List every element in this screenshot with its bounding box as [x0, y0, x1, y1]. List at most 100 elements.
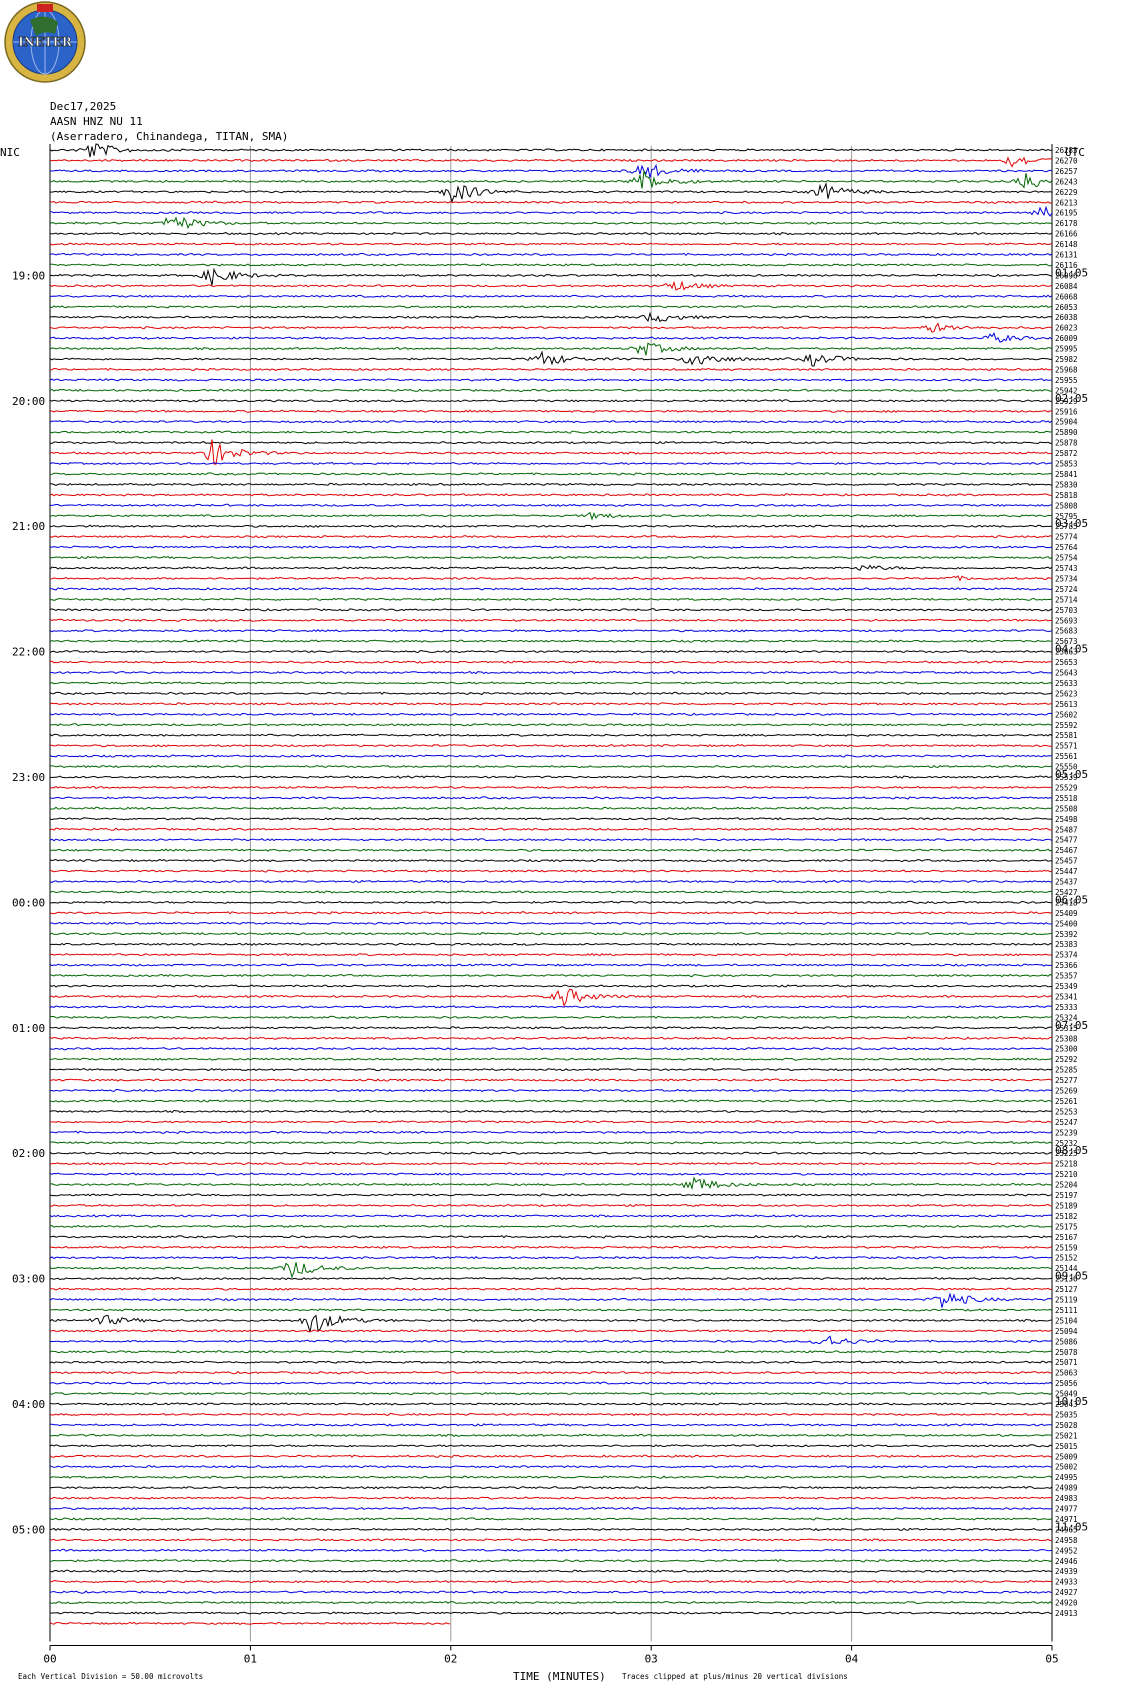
trace-line — [49, 973, 1053, 978]
trace-count-label: 25447 — [1055, 867, 1078, 876]
trace-count-label: 25968 — [1055, 365, 1078, 374]
trace-count-label: 26178 — [1055, 219, 1078, 228]
trace-line — [49, 242, 1053, 246]
trace-line — [49, 1109, 1053, 1114]
trace-count-label: 25383 — [1055, 940, 1078, 949]
trace-line — [49, 216, 1053, 230]
trace-line — [49, 1454, 1053, 1458]
trace-count-label: 25754 — [1055, 554, 1078, 563]
trace-line — [49, 430, 1053, 434]
trace-count-label: 25277 — [1055, 1076, 1078, 1085]
trace-count-label: 26243 — [1055, 177, 1078, 186]
trace-line — [49, 439, 1053, 465]
trace-line — [49, 1527, 1053, 1532]
trace-count-label: 25357 — [1055, 972, 1078, 981]
x-tick-label: 02 — [444, 1652, 457, 1665]
trace-count-label: 25400 — [1055, 919, 1078, 928]
trace-count-label: 25764 — [1055, 543, 1078, 552]
trace-line — [49, 143, 1053, 158]
logo-landmass — [30, 16, 58, 36]
trace-line — [49, 1176, 1053, 1191]
trace-line — [49, 1579, 1053, 1584]
trace-count-label: 25633 — [1055, 679, 1078, 688]
trace-line — [49, 1335, 1053, 1345]
trace-line — [49, 1412, 1053, 1417]
x-tick-label: 03 — [645, 1652, 658, 1665]
trace-count-label: 25300 — [1055, 1045, 1078, 1054]
trace-line — [49, 806, 1053, 810]
trace-count-label: 25285 — [1055, 1066, 1078, 1075]
trace-line — [49, 650, 1053, 654]
trace-line — [49, 1262, 1053, 1279]
left-hour-label: 20:00 — [12, 395, 45, 408]
trace-count-label: 26148 — [1055, 240, 1078, 249]
trace-line — [49, 1193, 1053, 1197]
seismic-traces — [49, 143, 1053, 1626]
trace-line — [49, 311, 1053, 323]
trace-count-label: 25308 — [1055, 1034, 1078, 1043]
trace-count-label: 26053 — [1055, 303, 1078, 312]
trace-count-label: 25253 — [1055, 1107, 1078, 1116]
trace-count-label: 26084 — [1055, 282, 1078, 291]
trace-count-label: 24939 — [1055, 1567, 1078, 1576]
trace-line — [50, 367, 1053, 372]
trace-count-label: 25189 — [1055, 1201, 1078, 1210]
trace-line — [49, 1486, 1053, 1490]
trace-count-label: 24965 — [1055, 1525, 1078, 1534]
trace-line — [49, 322, 1053, 333]
trace-line — [50, 545, 1053, 549]
trace-count-label: 26068 — [1055, 292, 1078, 301]
trace-line — [49, 535, 1053, 539]
trace-line — [50, 988, 1053, 1008]
trace-count-label: 26023 — [1055, 324, 1078, 333]
trace-line — [49, 1256, 1053, 1260]
trace-line — [49, 399, 1053, 403]
trace-line — [49, 482, 1053, 486]
trace-count-label: 25119 — [1055, 1296, 1078, 1305]
trace-count-label: 25795 — [1055, 512, 1078, 521]
trace-count-label: 25204 — [1055, 1181, 1078, 1190]
trace-count-label: 25094 — [1055, 1327, 1078, 1336]
trace-count-label: 25683 — [1055, 627, 1078, 636]
trace-count-label: 25550 — [1055, 763, 1078, 772]
trace-count-label: 25009 — [1055, 1452, 1078, 1461]
trace-line — [49, 1621, 451, 1626]
trace-line — [49, 879, 1053, 884]
trace-count-label: 25929 — [1055, 397, 1078, 406]
trace-line — [49, 764, 1053, 769]
trace-count-label: 24983 — [1055, 1494, 1078, 1503]
trace-count-label: 25218 — [1055, 1160, 1078, 1169]
trace-line — [49, 170, 1053, 189]
trace-count-label: 25581 — [1055, 731, 1078, 740]
trace-count-label: 25808 — [1055, 501, 1078, 510]
trace-line — [49, 691, 1053, 696]
trace-line — [49, 817, 1052, 821]
trace-count-label: 25292 — [1055, 1055, 1078, 1064]
trace-line — [49, 1130, 1053, 1134]
trace-line — [49, 858, 1053, 863]
left-hour-label: 05:00 — [12, 1523, 45, 1536]
left-hour-label: 00:00 — [12, 896, 45, 909]
trace-count-label: 25653 — [1055, 658, 1078, 667]
trace-count-label: 25830 — [1055, 480, 1078, 489]
trace-line — [49, 1370, 1053, 1375]
trace-line — [49, 932, 1053, 936]
trace-count-label: 25853 — [1055, 460, 1078, 469]
trace-line — [49, 503, 1053, 507]
trace-line — [49, 331, 1053, 343]
trace-line — [49, 754, 1053, 758]
trace-line — [49, 1381, 1053, 1385]
trace-line — [49, 869, 1053, 873]
trace-line — [49, 952, 1053, 957]
trace-count-label: 25028 — [1055, 1421, 1078, 1430]
trace-count-label: 25056 — [1055, 1379, 1078, 1388]
trace-count-label: 26116 — [1055, 261, 1078, 270]
trace-count-label: 24920 — [1055, 1599, 1078, 1608]
trace-line — [49, 200, 1053, 204]
trace-count-label: 25324 — [1055, 1013, 1078, 1022]
trace-line — [49, 1391, 1053, 1396]
trace-line — [49, 294, 1053, 298]
trace-count-label: 25663 — [1055, 648, 1078, 657]
trace-count-label: 26283 — [1055, 146, 1078, 155]
right-hour-label: 03:05 — [1055, 517, 1088, 530]
